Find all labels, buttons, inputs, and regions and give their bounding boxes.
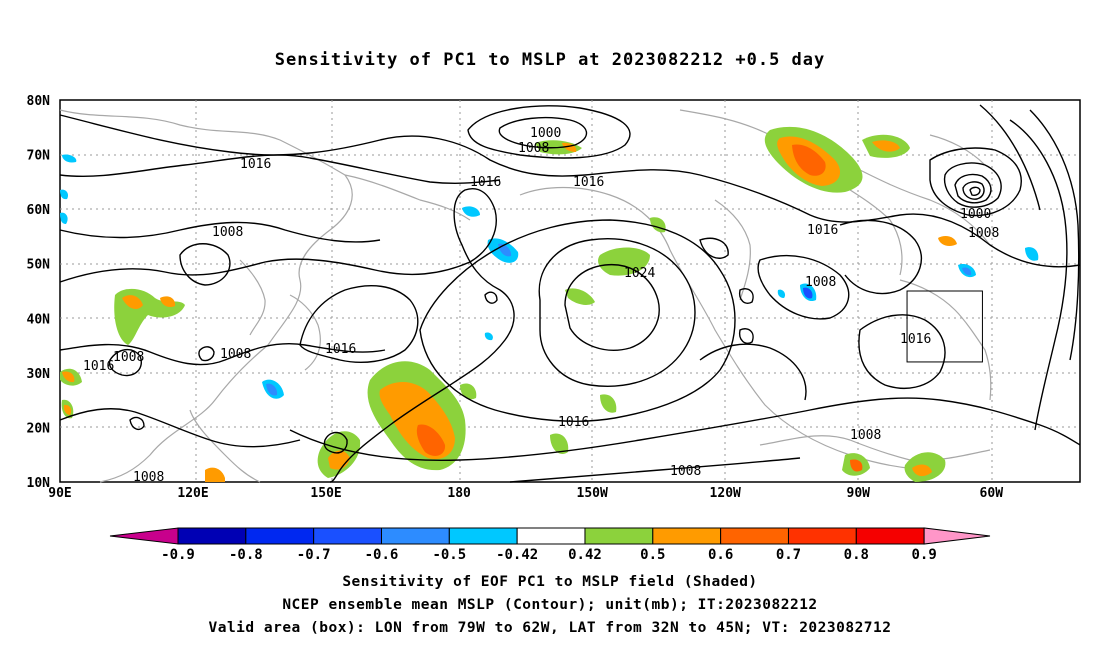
colorbar-arrow-low: [109, 527, 179, 545]
latitude-label: 70N: [27, 149, 51, 164]
contour-label: 1008: [113, 350, 144, 365]
latitude-label: 30N: [27, 367, 51, 382]
colorbar: [109, 527, 991, 545]
contour-label: 1008: [133, 470, 164, 485]
footer-line-3: Valid area (box): LON from 79W to 62W, L…: [208, 620, 892, 636]
contour-label: 1008: [968, 226, 999, 241]
longitude-label: 60W: [980, 486, 1004, 501]
colorbar-segment: [787, 527, 857, 545]
contour-label: 1008: [220, 347, 251, 362]
contour-label: 1008: [212, 225, 243, 240]
gridlines: [60, 100, 1080, 482]
longitude-label: 120E: [177, 486, 208, 501]
contour-label: 1016: [83, 359, 114, 374]
contour-label: 1016: [807, 223, 838, 238]
latitude-label: 80N: [27, 94, 51, 109]
colorbar-segment: [584, 527, 654, 545]
contour-label: 1000: [530, 126, 561, 141]
colorbar-label: -0.5: [432, 547, 466, 563]
colorbar-labels: -0.9 -0.8 -0.7 -0.6 -0.5 -0.42 0.42 0.5 0.6 0.7 0.…: [161, 547, 937, 563]
colorbar-label: -0.9: [161, 547, 195, 563]
longitude-label: 150E: [310, 486, 341, 501]
contour-label: 1016: [573, 175, 604, 190]
footer-line-1: Sensitivity of EOF PC1 to MSLP field (Sh…: [342, 574, 758, 590]
contour-label: 1008: [670, 464, 701, 479]
colorbar-segment: [855, 527, 925, 545]
contour-label: 1016: [240, 157, 271, 172]
colorbar-segment: [380, 527, 450, 545]
shaded-sensitivity: [60, 126, 1039, 482]
latitude-labels: 80N 70N 60N 50N 40N 30N 20N 10N: [27, 94, 51, 491]
colorbar-label: -0.7: [297, 547, 331, 563]
colorbar-segment: [313, 527, 382, 545]
colorbar-label: 0.42: [568, 547, 602, 563]
contour-label: 1016: [470, 175, 501, 190]
colorbar-arrow-high: [923, 527, 991, 545]
colorbar-segment: [652, 527, 722, 545]
contour-label: 1016: [900, 332, 931, 347]
colorbar-segment: [448, 527, 518, 545]
longitude-label: 90W: [847, 486, 871, 501]
colorbar-segment: [177, 527, 247, 545]
colorbar-label: 0.9: [911, 547, 936, 563]
contour-label: 1008: [850, 428, 881, 443]
colorbar-segment: [245, 527, 315, 545]
contour-label: 1024: [624, 266, 655, 281]
longitude-label: 120W: [710, 486, 741, 501]
latitude-label: 10N: [27, 476, 51, 491]
colorbar-label: 0.7: [776, 547, 801, 563]
valid-area-box: [906, 290, 983, 363]
latitude-label: 40N: [27, 312, 51, 327]
mslp-contours: [59, 104, 1081, 483]
longitude-labels: 90E 120E 150E 180 150W 120W 90W 60W: [48, 486, 1003, 501]
colorbar-segment: [720, 527, 789, 545]
colorbar-label: 0.5: [640, 547, 665, 563]
latitude-label: 50N: [27, 258, 51, 273]
colorbar-segment: [516, 527, 586, 545]
contour-label: 1016: [558, 415, 589, 430]
footer-line-2: NCEP ensemble mean MSLP (Contour); unit(…: [282, 597, 818, 613]
longitude-label: 180: [447, 486, 471, 501]
latitude-label: 60N: [27, 203, 51, 218]
colorbar-label: 0.6: [708, 547, 733, 563]
colorbar-label: -0.8: [229, 547, 263, 563]
contour-label: 1016: [325, 342, 356, 357]
contour-label: 1008: [805, 275, 836, 290]
contour-label: 1000: [960, 207, 991, 222]
colorbar-label: -0.6: [365, 547, 399, 563]
longitude-label: 90E: [48, 486, 71, 501]
map-title: Sensitivity of PC1 to MSLP at 2023082212…: [274, 50, 826, 70]
colorbar-label: -0.42: [496, 547, 538, 563]
latitude-label: 20N: [27, 421, 51, 436]
contour-label: 1008: [518, 141, 549, 156]
longitude-label: 150W: [577, 486, 608, 501]
colorbar-label: 0.8: [844, 547, 869, 563]
contour-labels: 1000 1008 1016 1016 1016 1008 1024 1016 …: [83, 126, 999, 485]
